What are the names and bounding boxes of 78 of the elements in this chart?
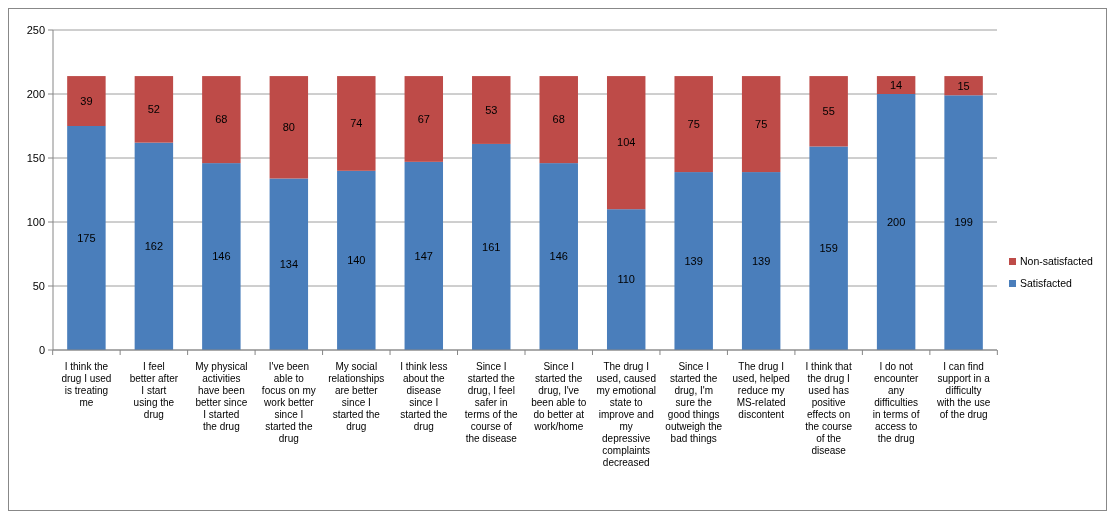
data-label: 67: [417, 112, 430, 125]
bar: [876, 76, 916, 94]
data-label: 161: [482, 240, 501, 253]
bar: [337, 76, 376, 171]
data-label: 200: [886, 215, 906, 228]
bar: [944, 76, 983, 96]
category-label: The drug I used, caused my emotional state to improve and my depressive complaints decreased: [596, 361, 656, 468]
bar: [404, 76, 444, 162]
data-label: 75: [755, 117, 768, 130]
x-tick-label: I think that the drug I used has positive effects on the course of the disease: [805, 361, 853, 456]
bar: [202, 76, 241, 164]
bar: [134, 76, 174, 143]
bar: [606, 209, 646, 350]
data-label: 139: [751, 254, 771, 267]
bar: [674, 172, 713, 350]
data-label: 53: [485, 103, 498, 116]
bar: [741, 76, 781, 173]
x-tick-label: I can find support in a difficulty with the use of the drug: [935, 361, 991, 420]
data-label: 14: [890, 78, 903, 91]
bar: [67, 76, 106, 126]
bar: [269, 76, 309, 179]
data-label: 146: [212, 250, 231, 263]
bar: [944, 95, 983, 350]
data-label: 104: [617, 136, 636, 149]
bar: [809, 76, 848, 147]
y-tick-label: 100: [26, 215, 45, 228]
y-tick-label: 200: [26, 87, 45, 100]
legend-label: Satisfacted: [1020, 277, 1073, 290]
bar: [741, 172, 781, 350]
bar: [876, 94, 916, 350]
bar: [472, 76, 511, 144]
data-label: 74: [350, 117, 363, 130]
x-tick-label: I've been able to focus on my work better since I started the drug: [261, 361, 316, 444]
y-tick-label: 150: [26, 151, 45, 164]
bar: [539, 163, 578, 350]
bar: [337, 170, 376, 350]
data-label: 162: [144, 240, 164, 253]
data-label: 140: [347, 254, 366, 267]
x-tick-label: My physical activities have been better since I started the drug: [195, 361, 248, 432]
x-tick-label: Since I started the drug, I'm sure the good things outweigh the bad things: [665, 361, 723, 444]
data-label: 146: [549, 250, 568, 263]
y-tick-label: 50: [32, 279, 45, 292]
data-label: 175: [77, 231, 96, 244]
data-label: 80: [282, 121, 295, 134]
bar: [404, 161, 444, 350]
bar: [472, 143, 511, 350]
bar: [269, 178, 309, 350]
data-label: 15: [957, 79, 970, 92]
x-tick-label: I think less about the disease since I started the drug: [400, 361, 448, 432]
x-tick-label: The drug I used, helped reduce my MS-related discontent: [732, 361, 790, 420]
y-tick-label: 250: [26, 23, 45, 36]
bar: [202, 163, 241, 350]
bar: [539, 76, 578, 164]
x-tick-label: My social relationships are better since I started the drug: [328, 361, 385, 432]
bar: [606, 76, 646, 210]
data-label: 55: [822, 105, 835, 118]
data-label: 110: [617, 273, 635, 286]
data-label: 199: [954, 216, 973, 229]
data-label: 39: [80, 94, 93, 107]
bar: [674, 76, 713, 173]
data-label: 139: [684, 254, 703, 267]
data-label: 68: [215, 113, 228, 126]
y-tick-label: 0: [38, 343, 45, 356]
data-label: 68: [552, 113, 565, 126]
x-tick-label: I think the drug I used is treating me: [61, 361, 112, 408]
data-label: 75: [687, 117, 700, 130]
data-label: 134: [279, 258, 299, 271]
data-label: 147: [414, 249, 433, 262]
bar: [809, 146, 848, 350]
bar: [67, 126, 106, 350]
legend-label: Non-satisfacted: [1020, 255, 1094, 268]
data-label: 159: [819, 242, 838, 255]
x-tick-label: I feel better after I start using the drug: [129, 361, 179, 420]
data-label: 52: [147, 103, 160, 116]
x-tick-label: Since I started the drug, I feel safer in terms of the course of the disease: [464, 361, 519, 444]
x-tick-label: Since I started the drug, I've been able to do better at work/home: [531, 361, 587, 432]
bar: [134, 142, 174, 350]
x-tick-label: I do not encounter any difficulties in terms of access to the drug: [872, 361, 920, 444]
